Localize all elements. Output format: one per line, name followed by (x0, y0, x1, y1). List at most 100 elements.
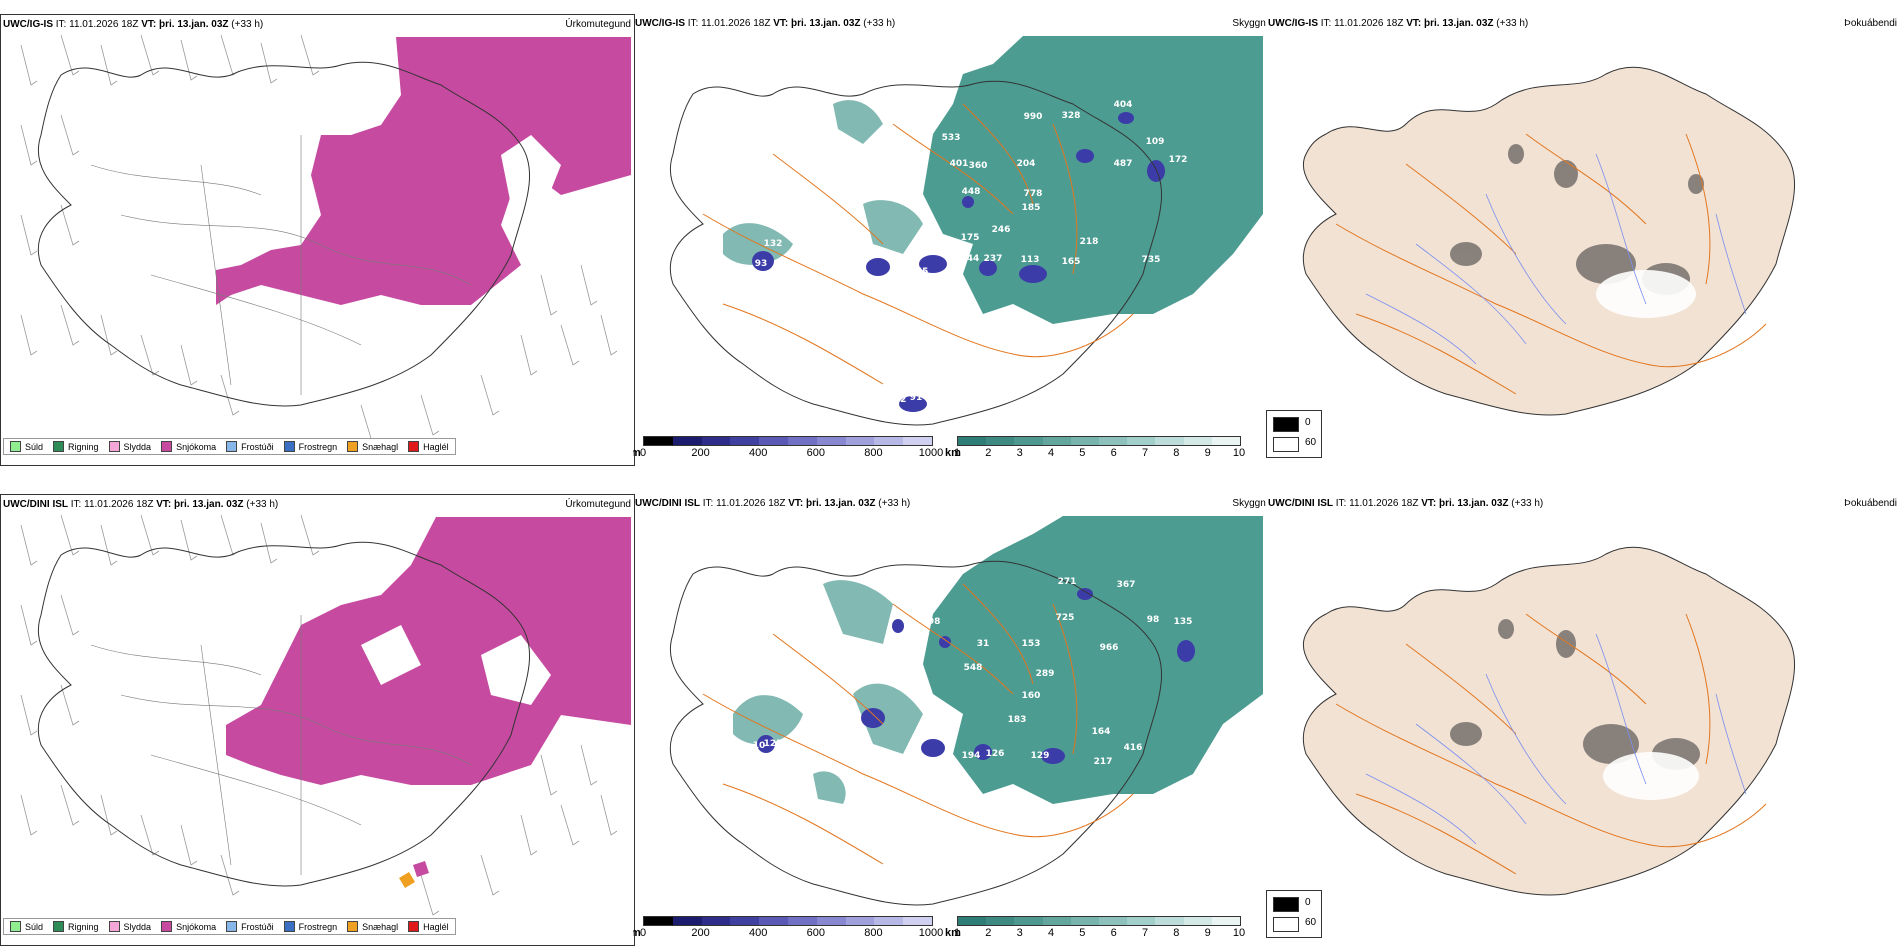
fog-panel-bottom: UWC/DINI ISL IT: 11.01.2026 18Z VT: þri.… (1266, 494, 1900, 944)
colorbar-bin (1183, 437, 1212, 445)
iceland-land-fog-top (1302, 66, 1796, 416)
legend-swatch (283, 441, 295, 452)
colorbar-bin (1070, 917, 1100, 925)
colorbar-tick: 800 (864, 927, 883, 939)
colorbar-tick: 7 (1141, 447, 1149, 459)
snow-area-top (216, 37, 631, 305)
legend-label: Frostúði (241, 441, 274, 452)
it-label: IT: (702, 498, 714, 509)
colorbar-tick: 5 (1079, 927, 1086, 939)
colorbar-tick: 400 (749, 447, 768, 459)
cloud-numbers-top: 990 328 404 533 109 401 360 204 487 172 448 778 185 1… (755, 100, 1188, 405)
it-value: 11.01.2026 18Z (1334, 18, 1404, 29)
legend-swatch (10, 441, 21, 452)
colorbar-bin (874, 437, 904, 445)
legend-swatch (226, 441, 238, 452)
colorbar-tick: 600 (806, 447, 825, 459)
colorbar-tick: 600 (806, 927, 825, 939)
colorbar-bin (903, 437, 932, 445)
cloud-base-label: 160 (1022, 691, 1041, 701)
lead-time: (+33 h) (246, 499, 279, 510)
cloud-panel-bottom: 271 367 198 725 98 31 135 548 153 966 289 160 183 125… (633, 494, 1266, 944)
cloud-base-label: 183 (1008, 715, 1027, 725)
cloud-base-label: 487 (1114, 159, 1133, 169)
colorbar-tick: 3 (1016, 927, 1023, 939)
cloud-base-label: 129 (1031, 751, 1050, 761)
lead-time: (+33 h) (1511, 498, 1544, 509)
model-name: UWC/DINI ISL (635, 498, 700, 509)
legend-item: Haglél (408, 441, 449, 452)
legend-item: Snæhagl (347, 921, 398, 932)
it-label: IT: (55, 19, 67, 30)
iceland-coast-cloud-top (669, 80, 1163, 426)
precip-legend-top: Súld Rigning Slydda Snjókoma Frostúði Frostre… (3, 438, 456, 455)
colorbar-tick: 800 (864, 447, 883, 459)
colorbar-bin (874, 917, 904, 925)
colorbar-tick: 3 (1016, 447, 1023, 459)
cloud-base-label: 360 (969, 161, 988, 171)
colorbar-tick: 1 (953, 927, 961, 939)
colorbar-bin (816, 917, 846, 925)
cloud-base-label: 140 (740, 771, 759, 781)
vt-label: VT: (1421, 498, 1437, 509)
cloud-base-label: 198 (922, 617, 941, 627)
colorbar-tick: 0 (639, 927, 647, 939)
cloud-base-label: 735 (1142, 255, 1161, 265)
cloud-base-label: 271 (1058, 577, 1077, 587)
colorbar-bin (1211, 917, 1241, 925)
colorbar-bin (787, 437, 817, 445)
colorbar-tick: 2 (985, 927, 992, 939)
colorbar-bin (1183, 917, 1212, 925)
legend-swatch (226, 921, 238, 932)
visibility-colorbar-top: km 1 2 3 4 5 6 7 8 9 10 (943, 436, 1253, 464)
colorbar-bin (644, 917, 673, 925)
colorbar-bin (958, 917, 987, 925)
cloud-base-label: 44 (967, 254, 980, 264)
model-name: UWC/IG-IS (635, 18, 685, 29)
it-label: IT: (70, 499, 82, 510)
precip-panel-top: UWC/IG-IS IT: 11.01.2026 18Z VT: þri. 13… (0, 14, 635, 466)
cloud-base-label: 217 (1094, 757, 1113, 767)
cloud-base-label: 125 (764, 739, 783, 749)
cloud-base-label: 165 (1062, 257, 1081, 267)
legend-swatch (347, 441, 359, 452)
cloud-base-label: 218 (1080, 237, 1099, 247)
cloud-base-label: 365 (910, 267, 929, 277)
legend-item: Frostúði (226, 921, 274, 932)
legend-swatch (161, 921, 173, 932)
vt-label: VT: (156, 499, 172, 510)
cloud-teal-area-top (923, 36, 1263, 324)
fog-legend-high: 0 (1305, 897, 1311, 908)
colorbar-bin (816, 437, 846, 445)
colorbar-unit: km (945, 447, 961, 459)
cloud-base-label: 990 (1024, 112, 1043, 122)
vt-value: þri. 13.jan. 03Z (159, 19, 229, 30)
colorbar-tick: 1000 (918, 927, 944, 939)
colorbar-tick: 1 (953, 447, 961, 459)
colorbar-tick: 4 (1047, 447, 1055, 459)
legend-swatch (53, 441, 65, 452)
colorbar-bin (672, 917, 702, 925)
cloud-base-label: 328 (1062, 111, 1081, 121)
colorbar-tick: 6 (1110, 447, 1117, 459)
legend-label: Snjókoma (176, 921, 217, 932)
legend-label: Slydda (123, 441, 152, 452)
fog-legend-top: 0 60 (1266, 410, 1322, 458)
colorbar-tick: 400 (749, 927, 768, 939)
colorbar-bin (1155, 917, 1184, 925)
colorbar-bin (1070, 437, 1100, 445)
roads-cloud-top (702, 103, 1134, 385)
legend-label: Snjókoma (176, 441, 217, 452)
legend-label: Frostúði (241, 921, 274, 932)
fog-legend-high: 0 (1305, 417, 1311, 428)
colorbar-bin (730, 437, 760, 445)
precip-map-top (20, 34, 631, 446)
cloud-base-label: 416 (1124, 743, 1143, 753)
colorbar-tick: 5 (1079, 447, 1086, 459)
colorbar-tick: 6 (1110, 927, 1117, 939)
visibility-colorbar-bottom: km 1 2 3 4 5 6 7 8 9 10 (943, 916, 1253, 944)
legend-item: Frostúði (226, 441, 274, 452)
cloud-base-label: 204 (1017, 159, 1036, 169)
colorbar-tick: 200 (691, 447, 710, 459)
cloud-base-label: 153 (1022, 639, 1041, 649)
